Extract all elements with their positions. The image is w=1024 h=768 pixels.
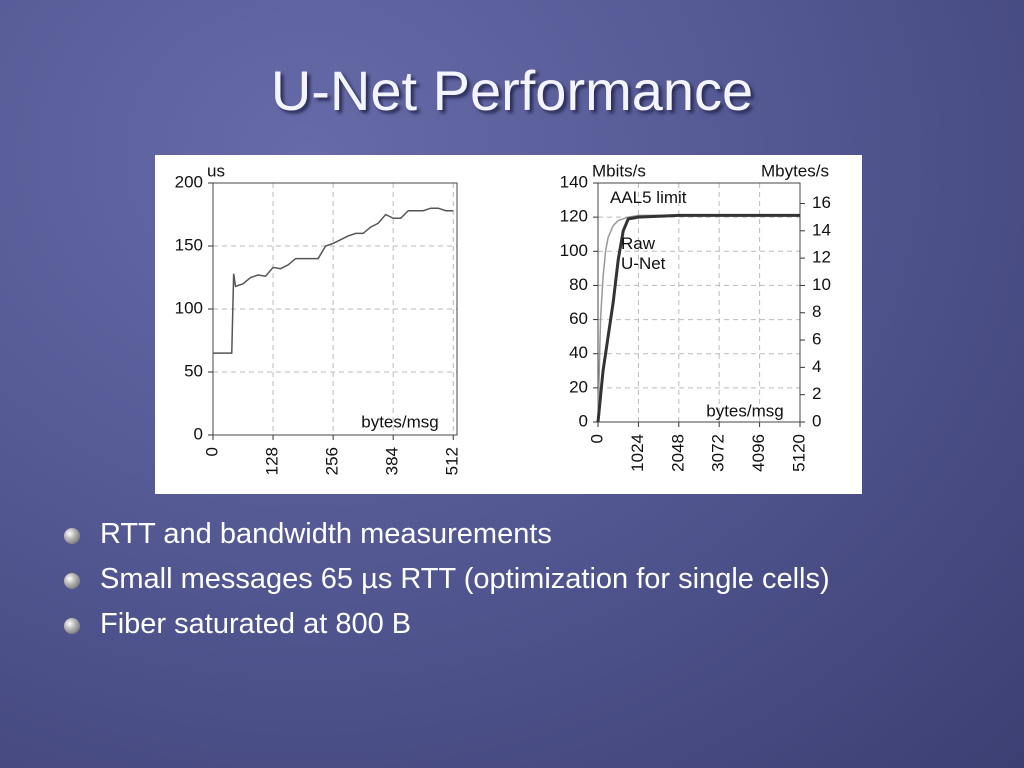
x-axis-label: bytes/msg [706,401,783,420]
x-tick-label: 256 [323,447,342,475]
bullet-marker [64,528,80,544]
x-tick-label: 0 [202,447,221,456]
bullet-item: Small messages 65 µs RTT (optimization f… [64,561,900,598]
y2-tick-label: 12 [812,248,831,267]
y-tick-label: 0 [579,411,588,430]
y2-tick-label: 2 [812,384,821,403]
plot-frame [597,182,801,423]
bullet-item: RTT and bandwidth measurements [64,516,900,553]
y-tick-label: 120 [560,207,588,226]
bullet-list: RTT and bandwidth measurements Small mess… [64,516,900,651]
series-label: Raw U-Net [621,234,666,273]
y-tick-label: 100 [175,298,203,317]
bullet-marker [64,573,80,589]
bullet-text: Small messages 65 µs RTT (optimization f… [100,563,830,595]
y2-tick-label: 14 [812,220,831,239]
bullet-marker [64,618,80,634]
x-tick-label: 384 [383,447,402,475]
y-tick-label: 20 [569,377,588,396]
plot-frame [212,182,458,436]
y-axis-label: us [207,161,225,180]
series-line [213,207,454,354]
y-tick-label: 200 [175,172,203,191]
y-tick-label: 150 [175,235,203,254]
y-tick-label: 80 [569,275,588,294]
bullet-text: RTT and bandwidth measurements [100,518,552,550]
bullet-text: Fiber saturated at 800 B [100,608,412,640]
series-line [596,213,800,423]
y2-tick-label: 4 [812,357,821,376]
x-tick-label: 3072 [709,434,728,472]
y2-tick-label: 0 [812,411,821,430]
series-label: AAL5 limit [610,188,687,207]
x-axis-label: bytes/msg [361,412,438,431]
x-tick-label: 2048 [668,434,687,472]
x-tick-label: 0 [587,434,606,443]
y2-tick-label: 6 [812,330,821,349]
x-tick-label: 1024 [628,434,647,472]
y2-tick-label: 10 [812,275,831,294]
y2-axis-label: Mbytes/s [761,161,829,180]
x-tick-label: 512 [443,447,462,475]
x-tick-label: 4096 [749,434,768,472]
y-tick-label: 0 [194,424,203,443]
y-axis-label: Mbits/s [592,161,646,180]
y-tick-label: 100 [560,241,588,260]
y-tick-label: 60 [569,309,588,328]
y-tick-label: 40 [569,343,588,362]
y-tick-label: 50 [184,361,203,380]
bullet-item: Fiber saturated at 800 B [64,606,900,643]
x-tick-label: 5120 [789,434,808,472]
y2-tick-label: 16 [812,193,831,212]
x-tick-label: 128 [263,447,282,475]
y2-tick-label: 8 [812,302,821,321]
slide-title: U-Net Performance [270,59,754,122]
y-tick-label: 140 [560,172,588,191]
